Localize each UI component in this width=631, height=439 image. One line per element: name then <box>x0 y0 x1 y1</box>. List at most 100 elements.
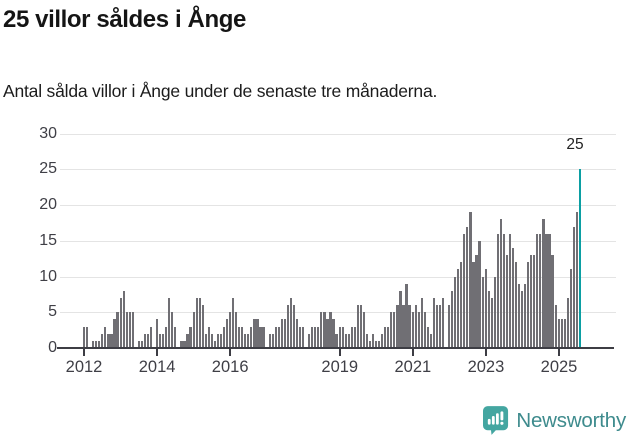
bar <box>140 340 143 348</box>
bar <box>113 319 116 348</box>
bar <box>274 326 277 348</box>
bar <box>298 326 302 348</box>
bar <box>283 319 286 348</box>
bar <box>481 276 484 348</box>
bar <box>95 340 98 348</box>
bar <box>384 326 387 348</box>
bar <box>137 340 140 348</box>
bar <box>511 247 515 348</box>
bar <box>332 319 335 348</box>
bar <box>232 297 235 348</box>
highlighted-bar <box>578 169 582 348</box>
bar <box>323 312 326 348</box>
bar <box>268 333 271 348</box>
x-axis-tick-2012 <box>83 349 85 356</box>
bar <box>539 233 542 348</box>
bar <box>399 290 402 348</box>
x-axis-label-2016: 2016 <box>211 358 249 376</box>
bar <box>189 326 192 348</box>
gridline-10 <box>60 276 616 278</box>
bar <box>451 290 454 348</box>
bar <box>554 305 557 348</box>
bar <box>207 326 210 348</box>
bar <box>308 333 311 348</box>
bar <box>454 276 457 348</box>
bar <box>101 333 104 348</box>
x-axis-tick-2016 <box>229 349 232 356</box>
x-axis-tick-2023 <box>484 349 487 356</box>
bar <box>204 333 207 348</box>
bar <box>521 290 524 348</box>
bar <box>289 297 293 348</box>
bar <box>411 312 414 348</box>
gridline-20 <box>60 205 616 207</box>
bar <box>432 297 436 348</box>
bar <box>487 290 490 348</box>
bar <box>302 326 305 348</box>
x-axis-tick-2019 <box>338 349 341 356</box>
bar <box>320 312 323 348</box>
x-axis-tick-2025 <box>558 349 561 356</box>
bar <box>484 269 487 348</box>
bar <box>174 326 177 348</box>
bar <box>466 226 469 348</box>
bar <box>390 312 393 348</box>
bar <box>338 326 341 348</box>
bar <box>375 340 378 348</box>
bar <box>262 326 265 348</box>
bar <box>107 333 110 348</box>
y-axis-label-10: 10 <box>39 267 57 285</box>
bar <box>371 333 375 348</box>
bar <box>162 333 165 348</box>
bar <box>527 262 530 348</box>
bar <box>362 312 366 348</box>
x-axis-label-2019: 2019 <box>321 358 359 376</box>
bar <box>405 283 408 348</box>
bar <box>508 233 512 348</box>
bar <box>420 297 423 348</box>
bar <box>317 326 320 348</box>
gridline-15 <box>60 240 616 242</box>
bar <box>216 333 220 348</box>
bar <box>98 340 101 348</box>
bar <box>259 326 262 348</box>
bar <box>359 305 362 348</box>
bar <box>429 333 432 348</box>
bar <box>295 319 299 348</box>
y-axis-label-20: 20 <box>39 196 57 214</box>
bar <box>247 333 250 348</box>
bar <box>566 297 569 348</box>
x-axis-tick-2014 <box>156 349 159 356</box>
bar <box>545 233 548 348</box>
bar <box>280 319 283 348</box>
bar <box>286 305 289 348</box>
chart-subtitle: Antal sålda villor i Ånge under de senas… <box>3 81 438 101</box>
bar <box>146 333 150 348</box>
bar <box>463 233 466 348</box>
bar <box>560 319 563 348</box>
bar <box>396 305 399 348</box>
bar <box>505 255 509 348</box>
last-bar-value-label: 25 <box>566 136 584 153</box>
bar <box>438 305 442 348</box>
bar <box>551 255 554 348</box>
newsworthy-logo: Newsworthy <box>483 405 626 436</box>
bar <box>143 333 147 348</box>
bar <box>329 312 332 348</box>
bar <box>542 219 545 348</box>
bar <box>569 269 572 348</box>
bar <box>122 290 125 348</box>
bar <box>171 312 174 348</box>
bar <box>165 326 168 348</box>
bar <box>353 326 356 348</box>
bar <box>575 212 578 348</box>
bar <box>496 233 499 348</box>
bar <box>441 297 445 348</box>
bar <box>311 326 314 348</box>
bar <box>168 297 171 348</box>
bar <box>210 333 213 348</box>
x-axis-label-2023: 2023 <box>467 358 505 376</box>
bar <box>417 312 420 348</box>
bar <box>478 240 481 348</box>
y-axis-label-0: 0 <box>48 339 57 356</box>
